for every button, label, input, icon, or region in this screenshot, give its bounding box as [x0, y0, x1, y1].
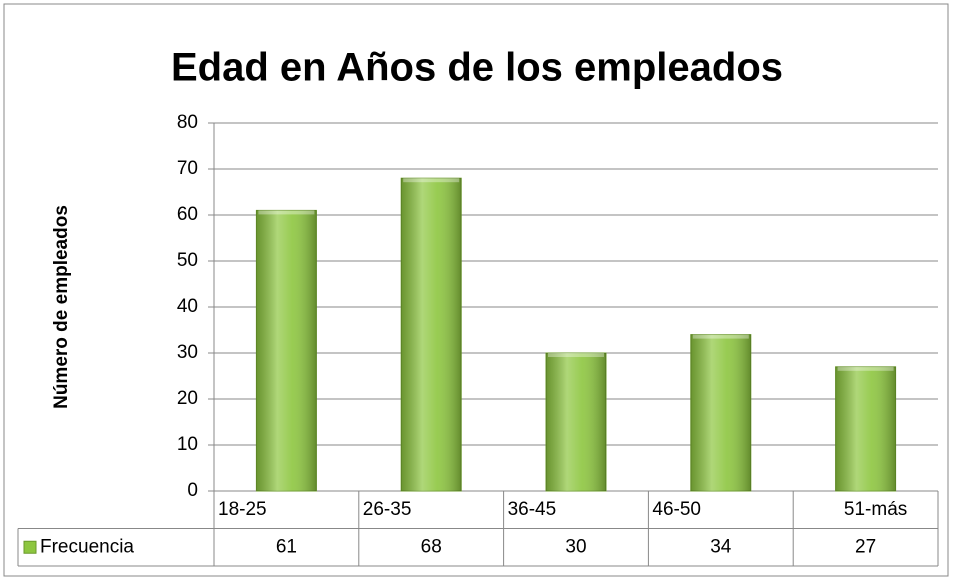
legend-key: [23, 540, 37, 554]
table-value: 34: [710, 536, 732, 557]
chart-border: [3, 3, 949, 577]
bar-shine: [835, 366, 896, 491]
table-value: 27: [855, 536, 876, 557]
bar-shine: [401, 178, 462, 491]
x-tick-label: 26-35: [363, 499, 412, 520]
y-tick-label: 50: [177, 250, 198, 271]
chart-title: Edad en Años de los empleados: [171, 46, 783, 90]
bar-cap: [403, 178, 460, 183]
bar-cap: [837, 366, 894, 371]
table-value: 61: [276, 536, 297, 557]
y-tick-label: 30: [177, 342, 198, 363]
y-tick-label: 70: [177, 158, 198, 179]
y-tick-label: 80: [177, 112, 198, 133]
table-value: 30: [565, 536, 586, 557]
legend-label: Frecuencia: [40, 536, 134, 557]
bar-cap: [258, 210, 315, 215]
y-tick-label: 20: [177, 388, 198, 409]
bar-shine: [546, 353, 606, 491]
y-tick-label: 60: [177, 204, 198, 225]
y-tick-label: 0: [187, 480, 198, 501]
bar-shine: [690, 334, 751, 491]
table-value: 68: [421, 536, 442, 557]
y-tick-label: 10: [177, 434, 198, 455]
bar-shine: [256, 210, 317, 491]
bar-cap: [548, 353, 604, 357]
x-tick-label: 36-45: [508, 499, 557, 520]
y-tick-label: 40: [177, 296, 198, 317]
x-tick-label: 18-25: [218, 499, 267, 520]
bar-cap: [692, 334, 749, 339]
x-tick-label: 51-más: [844, 499, 907, 520]
y-axis-label: Número de empleados: [51, 205, 72, 409]
x-tick-label: 46-50: [652, 499, 701, 520]
